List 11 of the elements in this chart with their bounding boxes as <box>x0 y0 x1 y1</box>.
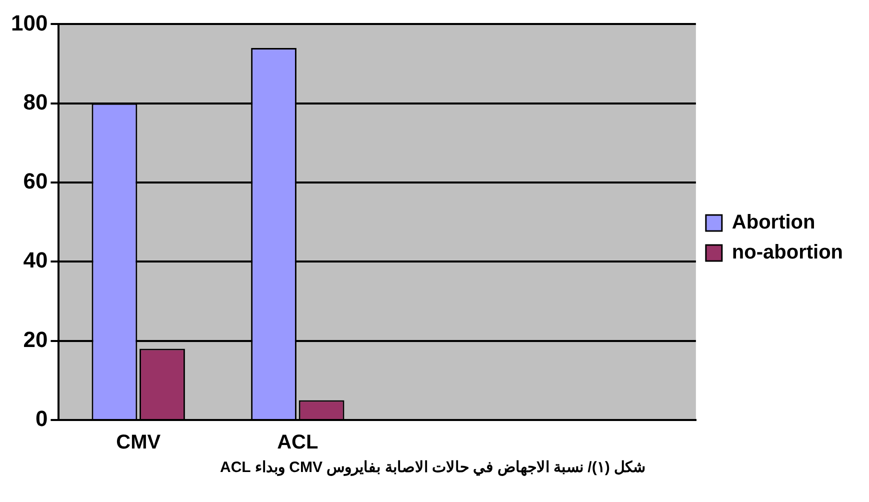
x-tick-label: ACL <box>277 432 318 454</box>
y-tick-label: 0 <box>35 406 48 432</box>
legend-label: Abortion <box>732 212 816 234</box>
text: شكل (١)/ نسبة الاجهاض في حالات الاصابة بفايروس CMV وبداء ACL <box>218 458 648 476</box>
y-tick-label: 40 <box>23 248 48 273</box>
y-tick-label: 80 <box>23 89 48 114</box>
x-tick-label: CMV <box>116 432 162 454</box>
y-tick-label: 20 <box>23 326 48 352</box>
legend-label: no-abortion <box>732 242 844 264</box>
y-tick-label: 100 <box>10 10 48 36</box>
y-tick-label: 60 <box>23 168 48 194</box>
